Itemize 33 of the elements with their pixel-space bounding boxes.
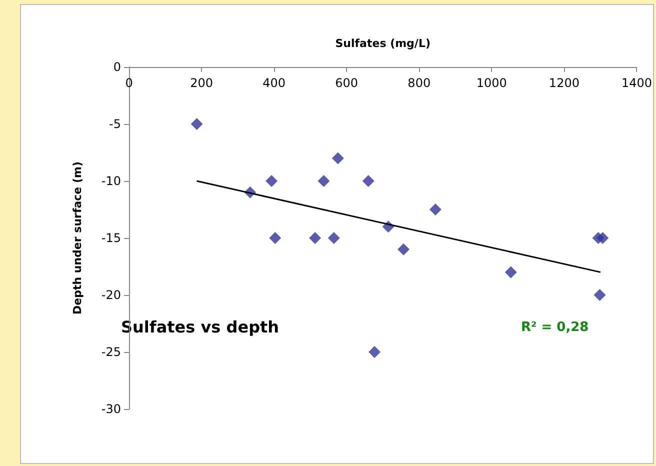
y-axis-title: Depth under surface (m) bbox=[71, 162, 84, 314]
point bbox=[318, 175, 330, 187]
point bbox=[332, 152, 344, 164]
point bbox=[504, 266, 517, 278]
point bbox=[190, 118, 203, 130]
y-tick-label: -20 bbox=[101, 288, 121, 302]
point bbox=[594, 289, 606, 301]
x-tick-label: 1000 bbox=[476, 76, 507, 90]
point bbox=[269, 232, 282, 244]
y-tick-label: -30 bbox=[101, 402, 121, 416]
point bbox=[362, 175, 374, 187]
x-tick-label: 600 bbox=[335, 76, 358, 90]
x-tick-label: 0 bbox=[125, 76, 133, 90]
y-tick-label: -5 bbox=[109, 117, 121, 131]
annotation: Sulfates vs depth bbox=[121, 318, 280, 336]
point bbox=[398, 243, 410, 256]
y-tick-label: -10 bbox=[101, 174, 121, 188]
y-tick-label: 0 bbox=[113, 60, 121, 74]
point bbox=[429, 204, 442, 216]
x-axis-title: Sulfates (mg/L) bbox=[335, 37, 430, 50]
annotation: R² = 0,28 bbox=[521, 320, 589, 335]
y-tick-label: -15 bbox=[101, 231, 121, 245]
x-tick-label: 200 bbox=[190, 76, 213, 90]
point bbox=[309, 232, 322, 244]
point bbox=[266, 175, 278, 187]
point bbox=[368, 346, 381, 358]
x-tick-label: 400 bbox=[262, 76, 286, 90]
x-tick-label: 800 bbox=[408, 76, 431, 90]
x-tick-label: 1400 bbox=[621, 76, 652, 90]
x-tick-label: 1200 bbox=[548, 76, 580, 90]
y-tick-label: -25 bbox=[101, 345, 121, 359]
point bbox=[596, 232, 609, 244]
point bbox=[328, 232, 340, 244]
